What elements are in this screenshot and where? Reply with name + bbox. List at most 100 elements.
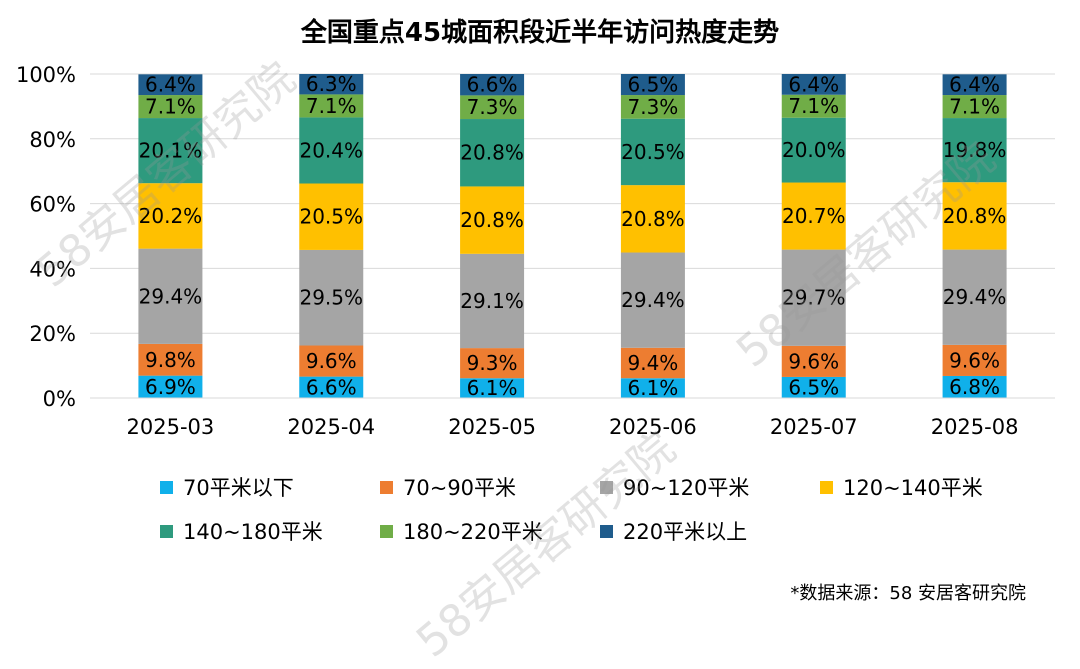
legend-item: 120~140平米: [820, 472, 1040, 502]
bar-segment: [942, 74, 1007, 96]
x-tick-label: 2025-04: [287, 415, 375, 439]
bar-segment: [299, 345, 364, 377]
bar-segment: [138, 118, 203, 184]
bar-segment: [620, 378, 685, 398]
bar-segment: [299, 376, 364, 398]
legend-label: 140~180平米: [183, 520, 323, 544]
legend-label: 90~120平米: [623, 476, 750, 500]
legend-label: 120~140平米: [843, 476, 983, 500]
data-label: 29.5%: [299, 286, 363, 310]
y-tick-label: 100%: [16, 63, 76, 87]
bar-segment: [781, 117, 846, 183]
legend-swatch: [160, 524, 173, 538]
bar-segment: [460, 74, 525, 96]
data-label: 9.6%: [788, 349, 839, 373]
data-label: 20.5%: [299, 205, 363, 229]
bar-segment: [460, 378, 525, 398]
bar-segment: [942, 182, 1007, 250]
data-label: 7.1%: [306, 94, 357, 118]
legend-label: 70~90平米: [403, 476, 517, 500]
data-label: 7.3%: [467, 95, 518, 119]
legend-item: 140~180平米: [160, 516, 380, 546]
x-tick-label: 2025-03: [127, 415, 215, 439]
data-label: 9.8%: [145, 348, 196, 372]
data-label: 20.2%: [139, 204, 203, 228]
chart-title: 全国重点45城面积段近半年访问热度走势: [300, 18, 780, 48]
legend-label: 70平米以下: [183, 476, 294, 500]
legend-item: 70平米以下: [160, 472, 380, 502]
legend-swatch: [600, 524, 613, 538]
data-label: 20.8%: [943, 204, 1007, 228]
bar-segment: [781, 249, 846, 346]
data-label: 6.4%: [145, 73, 196, 97]
bar-segment: [138, 343, 203, 376]
legend-label: 180~220平米: [403, 520, 543, 544]
data-label: 6.1%: [467, 376, 518, 400]
data-label: 19.8%: [943, 138, 1007, 162]
data-label: 6.8%: [949, 375, 1000, 399]
x-tick-label: 2025-07: [770, 415, 858, 439]
y-tick-label: 80%: [29, 128, 76, 152]
data-label: 7.3%: [628, 95, 679, 119]
bar-segment: [138, 183, 203, 249]
y-tick-label: 20%: [29, 322, 76, 346]
legend-item: 70~90平米: [380, 472, 600, 502]
bar-segment: [138, 248, 203, 344]
data-label: 20.4%: [299, 138, 363, 162]
data-label: 29.7%: [782, 286, 846, 310]
bar-segment: [460, 253, 525, 349]
legend-swatch: [380, 480, 393, 494]
data-label: 20.8%: [621, 207, 685, 231]
data-label: 20.8%: [460, 141, 524, 165]
x-tick-label: 2025-08: [931, 415, 1019, 439]
bar-segment: [781, 182, 846, 250]
bar-segment: [942, 249, 1007, 345]
legend: 70平米以下 70~90平米 90~120平米 120~140平米 140~180平米 1…: [160, 472, 1040, 546]
data-label: 6.6%: [306, 375, 357, 399]
y-tick-label: 0%: [43, 387, 76, 411]
y-tick-label: 40%: [29, 257, 76, 281]
bar-segment: [942, 118, 1007, 183]
data-label: 20.1%: [139, 139, 203, 163]
data-label: 7.1%: [788, 94, 839, 118]
data-label: 9.6%: [949, 348, 1000, 372]
bar-segment: [620, 74, 685, 96]
y-tick-label: 60%: [29, 193, 76, 217]
data-label: 20.7%: [782, 204, 846, 228]
data-label: 6.6%: [467, 73, 518, 97]
data-label: 29.4%: [139, 284, 203, 308]
bar-segment: [620, 185, 685, 253]
legend-swatch: [600, 480, 613, 494]
bar-segment: [138, 74, 203, 96]
legend-swatch: [380, 524, 393, 538]
data-label: 6.3%: [306, 72, 357, 96]
data-labels: 6.9%9.8%29.4%20.2%20.1%7.1%6.4%6.6%9.6%2…: [139, 72, 1007, 400]
bar-segment: [299, 117, 364, 184]
bar-segment: [460, 186, 525, 254]
bar-segment: [620, 95, 685, 119]
data-label: 7.1%: [145, 95, 196, 119]
legend-swatch: [820, 480, 833, 494]
bar-segment: [942, 95, 1007, 119]
source-note: *数据来源：58 安居客研究院: [790, 583, 1026, 604]
bar-segment: [299, 183, 364, 250]
bar-segment: [620, 252, 685, 348]
legend-swatch: [160, 480, 173, 494]
bar-segment: [138, 375, 203, 398]
data-label: 6.5%: [628, 73, 679, 97]
bar-segment: [460, 95, 525, 120]
data-label: 6.1%: [628, 376, 679, 400]
bar-segment: [620, 347, 685, 379]
data-label: 29.1%: [460, 289, 524, 313]
x-tick-label: 2025-05: [448, 415, 536, 439]
data-label: 6.5%: [788, 375, 839, 399]
legend-item: 180~220平米: [380, 516, 600, 546]
bar-segment: [460, 119, 525, 187]
bar-segment: [299, 94, 364, 118]
bar-segment: [299, 74, 364, 95]
legend-item: 90~120平米: [600, 472, 820, 502]
legend-label: 220平米以上: [623, 520, 748, 544]
data-label: 6.4%: [949, 73, 1000, 97]
gridlines: [90, 73, 1055, 399]
legend-item: 220平米以上: [600, 516, 820, 546]
